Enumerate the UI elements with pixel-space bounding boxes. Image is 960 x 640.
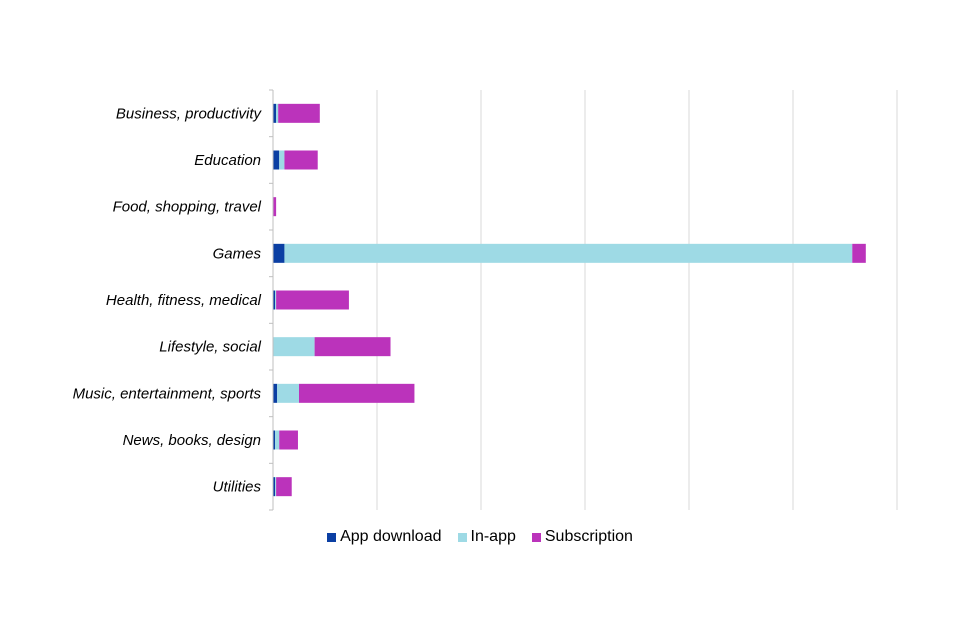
bar-business-productivity-subscription [278, 103, 320, 123]
bar-lifestyle-social-in-app [273, 337, 315, 357]
category-label-utilities: Utilities [213, 479, 262, 496]
legend-swatch-app-download [327, 532, 337, 542]
legend-label-app-download: App download [340, 528, 442, 545]
legend-item-subscription: Subscription [531, 528, 633, 546]
bar-news-books-design-in-app [275, 430, 280, 450]
bar-utilities-in-app [275, 477, 277, 497]
category-label-education: Education [194, 152, 261, 169]
bar-news-books-design-app-download [273, 430, 276, 450]
category-label-music-entertainment-sports: Music, entertainment, sports [73, 385, 262, 402]
bar-games-subscription [852, 243, 866, 263]
bar-lifestyle-social-subscription [314, 337, 391, 357]
category-label-news-books-design: News, books, design [123, 432, 261, 449]
bar-business-productivity-in-app [276, 103, 279, 123]
legend: App download In-app Subscription [0, 528, 960, 546]
category-label-business-productivity: Business, productivity [116, 105, 263, 122]
legend-label-in-app: In-app [470, 528, 516, 545]
legend-swatch-subscription [531, 532, 541, 542]
legend-swatch-in-app [457, 532, 467, 542]
category-label-games: Games [213, 245, 262, 262]
bar-music-entertainment-sports-app-download [273, 383, 278, 403]
bar-health-fitness-medical-subscription [276, 290, 349, 310]
bar-business-productivity-app-download [273, 103, 277, 123]
bar-food-shopping-travel-subscription [273, 197, 277, 217]
bar-education-subscription [284, 150, 318, 170]
bars [273, 103, 866, 497]
bar-utilities-app-download [273, 477, 276, 497]
legend-item-app-download: App download [327, 528, 442, 546]
bar-music-entertainment-sports-subscription [299, 383, 415, 403]
bar-utilities-subscription [276, 477, 292, 497]
legend-item-in-app: In-app [457, 528, 516, 546]
category-label-lifestyle-social: Lifestyle, social [159, 339, 261, 356]
bar-games-app-download [273, 243, 285, 263]
bar-education-in-app [279, 150, 285, 170]
category-label-food-shopping-travel: Food, shopping, travel [113, 199, 262, 216]
legend-label-subscription: Subscription [544, 528, 633, 545]
bar-health-fitness-medical-app-download [273, 290, 276, 310]
bar-news-books-design-subscription [279, 430, 298, 450]
bar-music-entertainment-sports-in-app [277, 383, 299, 403]
category-labels: Business, productivity Education Food, sho… [73, 89, 273, 511]
category-label-health-fitness-medical: Health, fitness, medical [106, 292, 262, 309]
bar-games-in-app [284, 243, 853, 263]
bar-health-fitness-medical-in-app [275, 290, 277, 310]
gridlines [376, 90, 898, 510]
bar-education-app-download [273, 150, 280, 170]
